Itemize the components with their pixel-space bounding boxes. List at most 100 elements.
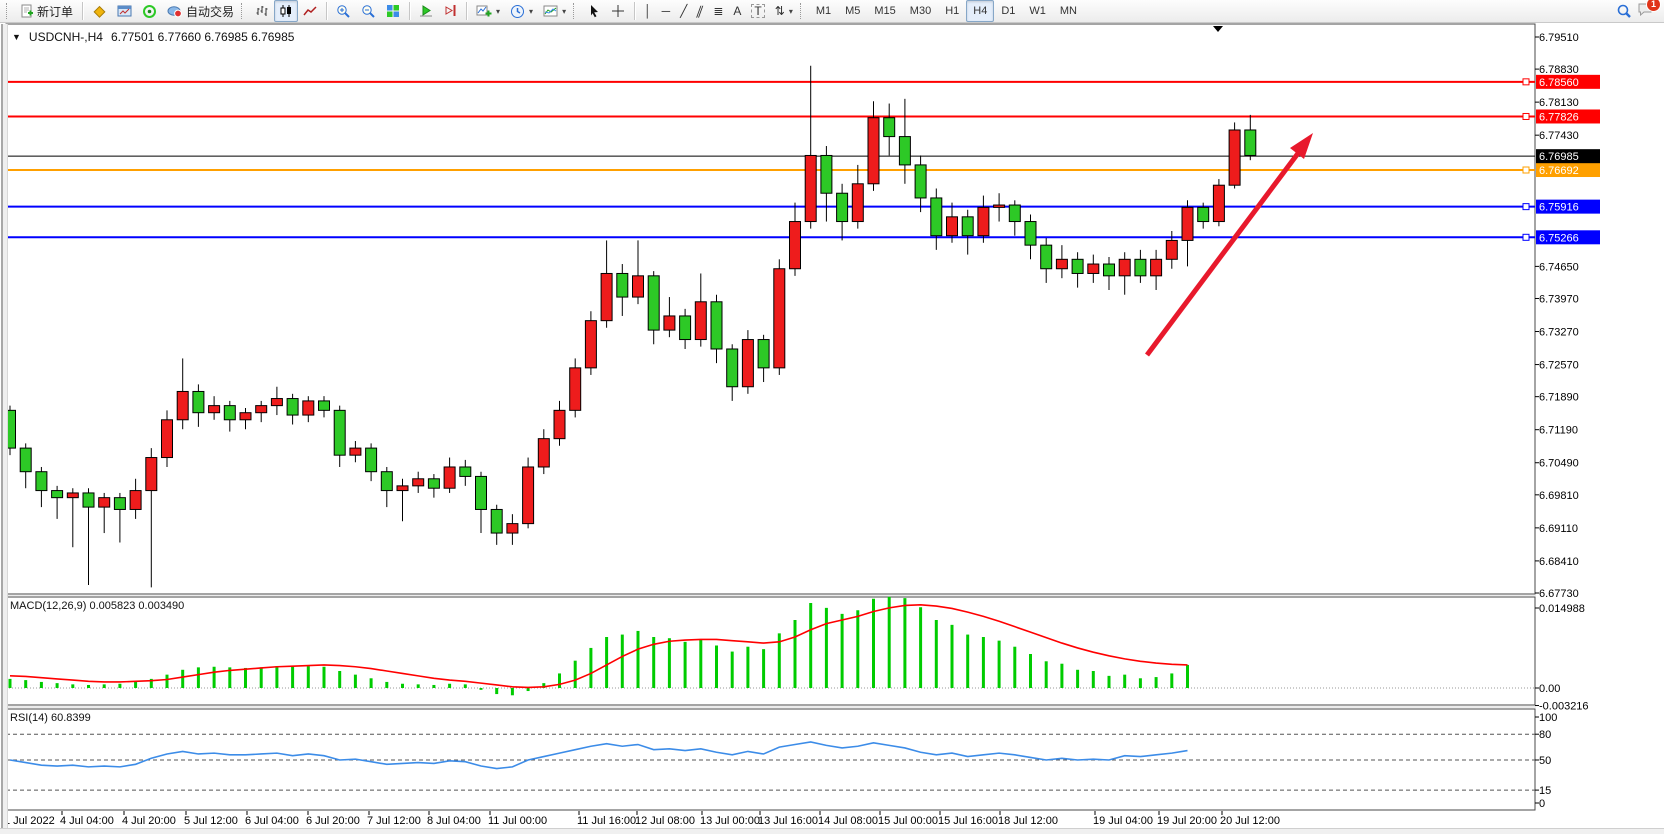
candle[interactable] bbox=[1071, 258, 1084, 274]
time-label[interactable]: 11 Jul 00:00 bbox=[488, 815, 547, 827]
zoom-in-button[interactable] bbox=[331, 0, 356, 22]
candle[interactable] bbox=[1087, 263, 1100, 274]
chart-canvas[interactable]: 100 80 50 150 0.014988 0.00 -0.003216 6.79510 6.… bbox=[0, 23, 1664, 834]
candlestick-chart-type-button[interactable] bbox=[274, 0, 299, 22]
candle[interactable] bbox=[443, 466, 456, 489]
time-label[interactable]: 4 Jul 04:00 bbox=[60, 815, 114, 827]
line-handle[interactable] bbox=[1522, 78, 1530, 86]
indicators-button[interactable]: ▾ bbox=[471, 0, 505, 22]
candle[interactable] bbox=[898, 136, 911, 166]
candle[interactable] bbox=[333, 409, 346, 456]
candle[interactable] bbox=[302, 400, 315, 416]
timeframe-mn[interactable]: MN bbox=[1059, 5, 1077, 17]
chart-shift-marker[interactable] bbox=[1213, 26, 1223, 32]
candle[interactable] bbox=[1197, 206, 1210, 223]
line-handle[interactable] bbox=[1522, 166, 1530, 174]
candle[interactable] bbox=[318, 400, 330, 411]
trendline-button[interactable]: ╱ bbox=[675, 0, 692, 22]
time-label[interactable]: 1 Jul 2022 bbox=[4, 815, 55, 827]
candle[interactable] bbox=[883, 117, 896, 138]
line-chart-type-button[interactable] bbox=[298, 0, 322, 22]
vertical-line-button[interactable]: │ bbox=[639, 0, 657, 22]
candle[interactable] bbox=[773, 268, 786, 369]
trend-arrow-head[interactable] bbox=[1290, 133, 1313, 159]
candle[interactable] bbox=[1055, 258, 1068, 270]
candle[interactable] bbox=[51, 490, 64, 499]
candle[interactable] bbox=[1150, 258, 1163, 277]
candle[interactable] bbox=[19, 447, 32, 473]
candle[interactable] bbox=[836, 192, 849, 223]
time-label[interactable]: 6 Jul 04:00 bbox=[245, 815, 299, 827]
time-label[interactable]: 11 Jul 16:00 bbox=[577, 815, 636, 827]
candle[interactable] bbox=[694, 301, 707, 341]
new-chart-button[interactable] bbox=[112, 0, 137, 22]
zoom-out-button[interactable] bbox=[356, 0, 381, 22]
candle[interactable] bbox=[930, 197, 943, 237]
candle[interactable] bbox=[129, 490, 142, 510]
time-label[interactable]: 20 Jul 12:00 bbox=[1220, 815, 1280, 827]
time-label[interactable]: 12 Jul 08:00 bbox=[635, 815, 695, 827]
line-handle[interactable] bbox=[1522, 233, 1530, 241]
search-button[interactable] bbox=[1611, 0, 1637, 22]
time-label[interactable]: 19 Jul 20:00 bbox=[1157, 815, 1217, 827]
panel-splitter[interactable] bbox=[6, 595, 1664, 596]
timeframe-m1[interactable]: M1 bbox=[815, 5, 832, 17]
candle[interactable] bbox=[1008, 204, 1021, 223]
bar-chart-type-button[interactable] bbox=[250, 0, 274, 22]
candle[interactable] bbox=[223, 405, 236, 421]
candle[interactable] bbox=[208, 405, 221, 414]
candle[interactable] bbox=[710, 301, 723, 350]
candle[interactable] bbox=[1024, 221, 1037, 246]
timeframe-w1[interactable]: W1 bbox=[1029, 5, 1046, 17]
timeframe-m15[interactable]: M15 bbox=[874, 5, 896, 17]
timeframe-m5[interactable]: M5 bbox=[845, 5, 861, 17]
candle[interactable] bbox=[255, 405, 268, 414]
arrows-tool-button[interactable]: ⇅ ▾ bbox=[770, 0, 798, 22]
candle[interactable] bbox=[522, 466, 535, 525]
candle[interactable] bbox=[380, 471, 393, 492]
line-handle[interactable] bbox=[1522, 203, 1530, 211]
candle[interactable] bbox=[82, 492, 95, 508]
candle[interactable] bbox=[98, 497, 111, 508]
text-tool-button[interactable]: A bbox=[728, 0, 746, 22]
candle[interactable] bbox=[1212, 184, 1225, 223]
main-price-panel[interactable] bbox=[5, 23, 1536, 595]
candle[interactable] bbox=[1118, 258, 1131, 277]
channel-button[interactable]: ∥ bbox=[692, 0, 708, 22]
templates-button[interactable]: ▾ bbox=[538, 0, 571, 22]
candle[interactable] bbox=[647, 275, 660, 331]
tile-windows-button[interactable] bbox=[381, 0, 405, 22]
candle[interactable] bbox=[679, 315, 692, 341]
market-watch-button[interactable] bbox=[87, 0, 112, 22]
timeframe-d1[interactable]: D1 bbox=[1001, 5, 1016, 17]
candle[interactable] bbox=[113, 497, 126, 510]
candle[interactable] bbox=[600, 272, 613, 322]
time-label[interactable]: 14 Jul 08:00 bbox=[818, 815, 878, 827]
time-label[interactable]: 8 Jul 04:00 bbox=[427, 815, 481, 827]
fibonacci-button[interactable]: ≣ bbox=[708, 0, 728, 22]
time-label[interactable]: 19 Jul 04:00 bbox=[1093, 815, 1153, 827]
candle[interactable] bbox=[726, 348, 739, 388]
candle[interactable] bbox=[1040, 244, 1053, 270]
candle[interactable] bbox=[66, 492, 79, 499]
time-label[interactable]: 6 Jul 20:00 bbox=[306, 815, 360, 827]
candle[interactable] bbox=[867, 117, 880, 185]
label-tool-button[interactable]: T bbox=[746, 0, 769, 22]
candle[interactable] bbox=[145, 457, 158, 492]
candle[interactable] bbox=[851, 183, 864, 223]
candle[interactable] bbox=[396, 485, 409, 492]
candle[interactable] bbox=[506, 523, 519, 534]
candle[interactable] bbox=[820, 154, 833, 194]
candle[interactable] bbox=[192, 390, 205, 414]
candle[interactable] bbox=[757, 339, 770, 369]
timeframe-m30[interactable]: M30 bbox=[909, 5, 932, 17]
candle[interactable] bbox=[584, 320, 597, 369]
candle[interactable] bbox=[977, 206, 990, 237]
timeframe-h4[interactable]: H4 bbox=[966, 0, 995, 22]
candle[interactable] bbox=[1165, 239, 1178, 260]
macd-panel[interactable] bbox=[5, 596, 1536, 706]
candle[interactable] bbox=[286, 398, 299, 416]
time-label[interactable]: 5 Jul 12:00 bbox=[184, 815, 238, 827]
cursor-button[interactable] bbox=[582, 0, 606, 22]
candle[interactable] bbox=[789, 221, 801, 270]
